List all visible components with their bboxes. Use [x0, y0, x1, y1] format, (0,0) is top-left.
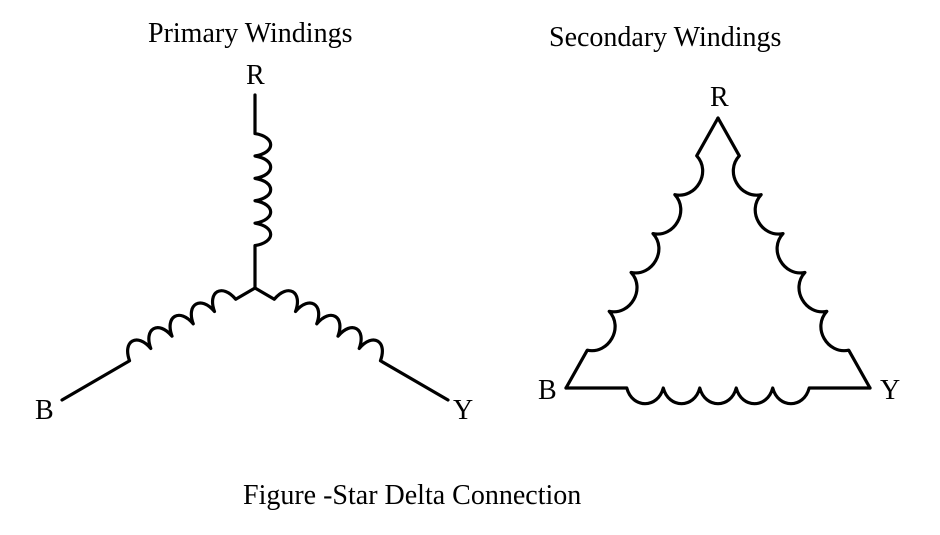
star-terminal-y: Y: [453, 395, 473, 427]
title-primary: Primary Windings: [148, 18, 352, 50]
title-secondary: Secondary Windings: [549, 22, 781, 54]
diagram-canvas: Primary Windings Secondary Windings Figu…: [0, 0, 940, 535]
star-terminal-r: R: [246, 60, 265, 92]
delta-terminal-r: R: [710, 82, 729, 114]
caption: Figure -Star Delta Connection: [243, 480, 581, 512]
star-branch-r: [255, 95, 271, 288]
delta-side-bottom: [566, 388, 870, 404]
delta-terminal-y: Y: [880, 375, 900, 407]
star-branch-b: [62, 288, 255, 400]
delta-side-left: [566, 118, 718, 388]
diagram-svg: [0, 0, 940, 535]
star-terminal-b: B: [35, 395, 54, 427]
star-branch-y: [255, 288, 448, 400]
delta-terminal-b: B: [538, 375, 557, 407]
delta-side-right: [718, 118, 870, 388]
